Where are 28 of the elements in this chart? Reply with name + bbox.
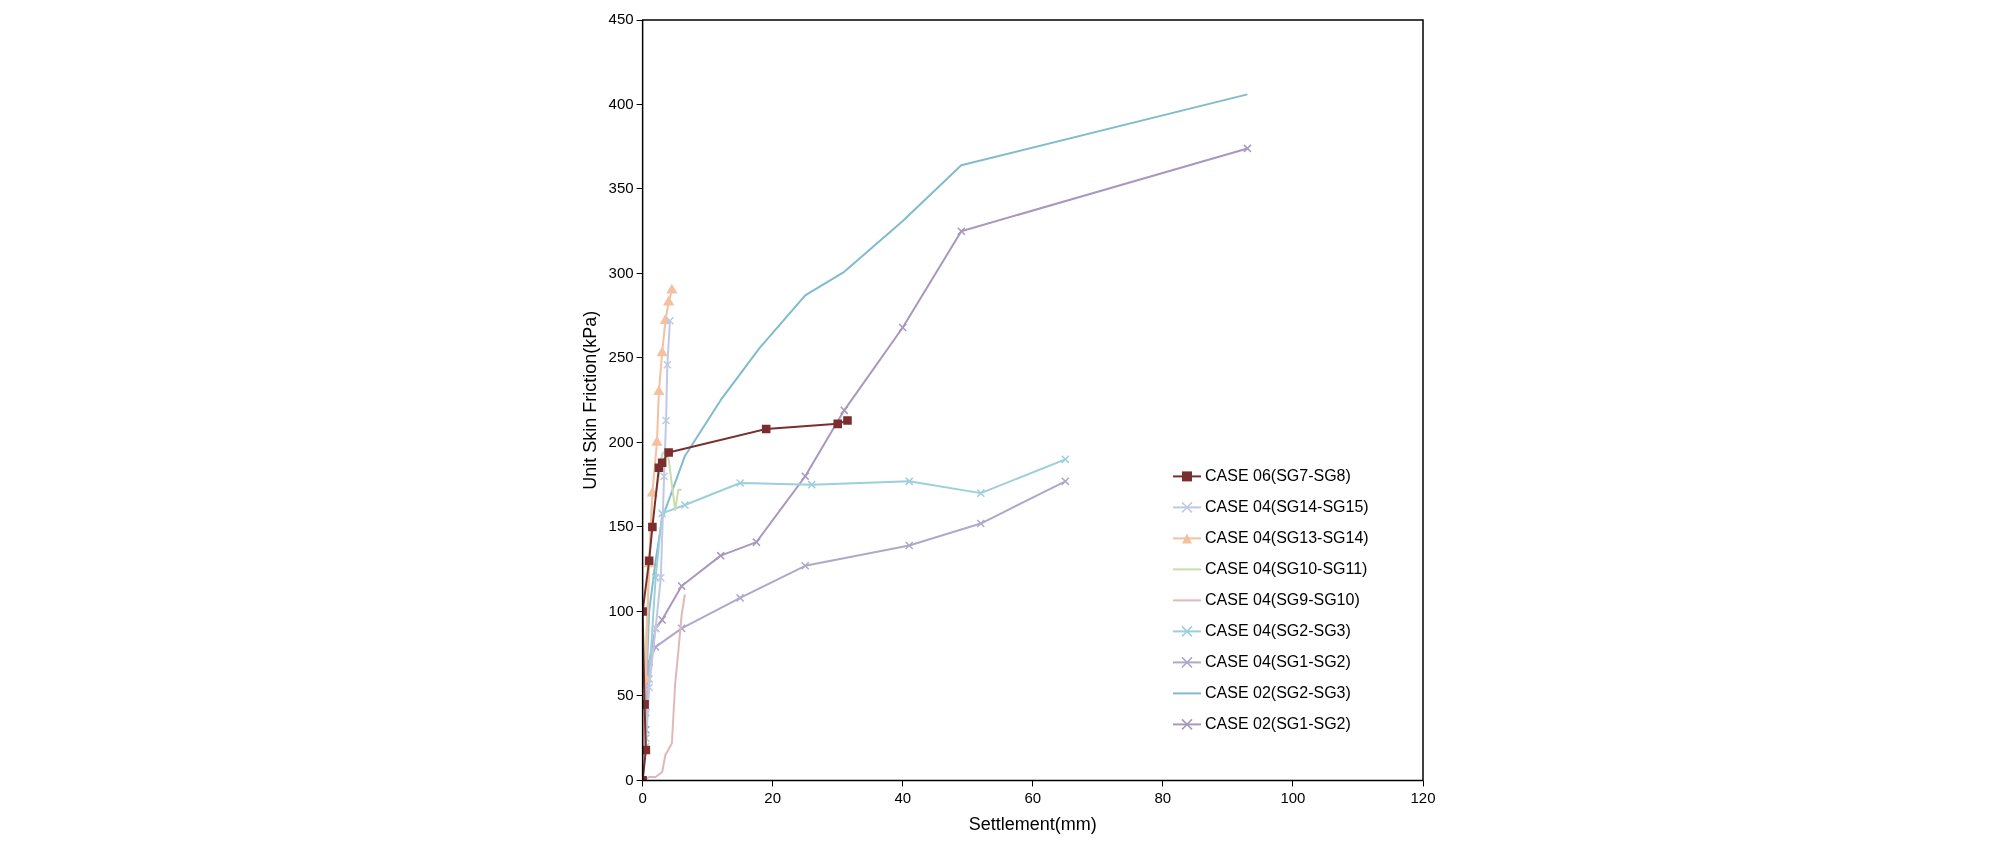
- legend-label: CASE 04(SG10-SG11): [1205, 559, 1368, 577]
- x-tick-label: 120: [1410, 788, 1436, 806]
- legend-label: CASE 02(SG2-SG3): [1205, 683, 1351, 701]
- legend-label: CASE 04(SG13-SG14): [1205, 528, 1369, 546]
- y-tick-label: 100: [608, 601, 634, 619]
- y-tick-label: 450: [608, 10, 634, 28]
- legend-label: CASE 06(SG7-SG8): [1205, 466, 1351, 484]
- legend-label: CASE 04(SG14-SG15): [1205, 497, 1369, 515]
- x-axis-title: Settlement(mm): [968, 814, 1097, 835]
- x-tick-label: 80: [1154, 788, 1172, 806]
- y-tick-label: 200: [608, 432, 634, 450]
- x-tick-label: 20: [764, 788, 782, 806]
- x-tick-label: 40: [894, 788, 912, 806]
- legend-label: CASE 04(SG9-SG10): [1205, 590, 1360, 608]
- y-tick-label: 300: [608, 263, 634, 281]
- y-tick-label: 0: [625, 770, 634, 788]
- y-tick-label: 50: [616, 686, 634, 704]
- legend-label: CASE 04(SG1-SG2): [1205, 652, 1351, 670]
- y-tick-label: 350: [608, 179, 634, 197]
- x-tick-label: 0: [638, 788, 647, 806]
- x-tick-label: 100: [1280, 788, 1306, 806]
- y-tick-label: 150: [608, 517, 634, 535]
- x-tick-label: 60: [1024, 788, 1042, 806]
- y-tick-label: 250: [608, 348, 634, 366]
- legend-label: CASE 02(SG1-SG2): [1205, 714, 1351, 732]
- y-tick-label: 400: [608, 94, 634, 112]
- legend-label: CASE 04(SG2-SG3): [1205, 621, 1351, 639]
- y-axis-title: Unit Skin Friction(kPa): [579, 310, 600, 490]
